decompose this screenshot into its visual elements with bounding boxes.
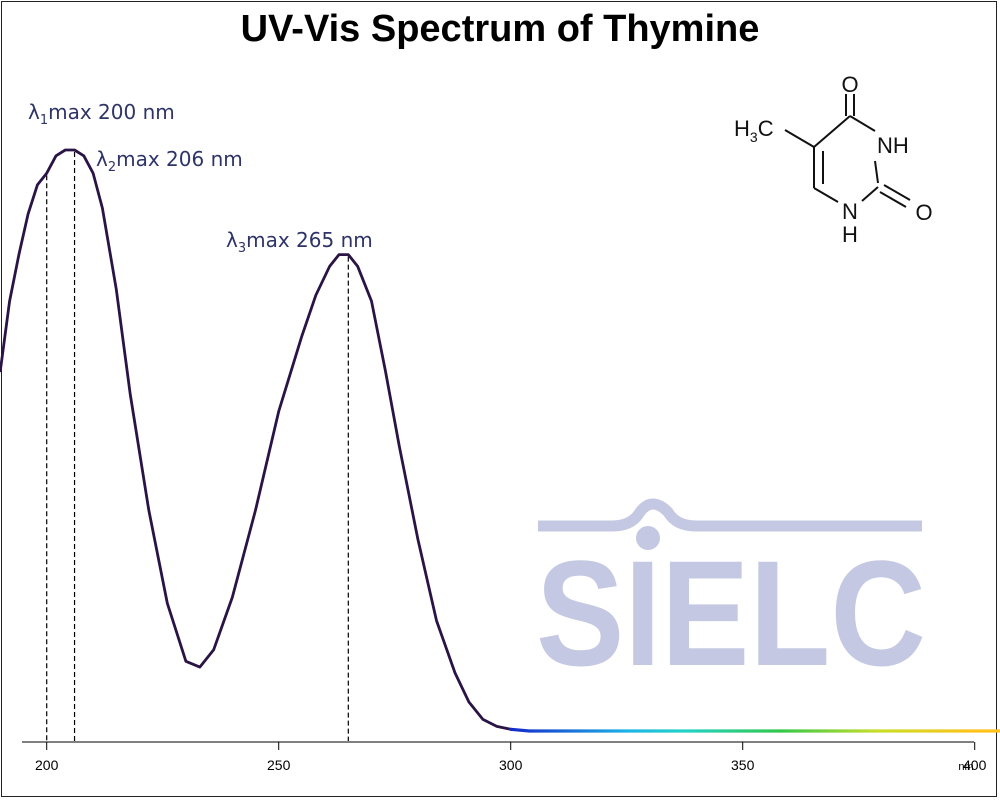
atom-n1: N bbox=[842, 199, 858, 224]
spectrum-curve bbox=[0, 148, 513, 731]
methyl-h: H bbox=[734, 116, 750, 141]
sielc-logo: SIELC bbox=[536, 498, 926, 697]
x-tick-label-250: 250 bbox=[267, 757, 291, 773]
bond-n3-c2 bbox=[874, 160, 879, 184]
peak-label-lambda: λ bbox=[226, 228, 238, 252]
peak-label-2: λ2max 206 nm bbox=[96, 147, 243, 175]
bond-c5-methyl bbox=[784, 129, 815, 148]
x-tick-label-200: 200 bbox=[35, 757, 59, 773]
logo-text: SIELC bbox=[536, 529, 926, 697]
logo-wave bbox=[538, 498, 922, 532]
peak-label-value: max 200 nm bbox=[48, 100, 175, 124]
thymine-atoms: H3C O NH O N H bbox=[734, 72, 933, 247]
bond-c2-o-double bbox=[879, 191, 907, 208]
bond-n1-c6 bbox=[813, 187, 839, 203]
peak-label-1: λ1max 200 nm bbox=[28, 100, 175, 128]
peak-label-lambda: λ bbox=[28, 100, 40, 124]
peak-label-lambda: λ bbox=[96, 147, 108, 171]
peak-label-subscript: 1 bbox=[40, 113, 48, 128]
bond-c2-n1 bbox=[861, 186, 879, 202]
peak-label-value: max 206 nm bbox=[116, 147, 243, 171]
bond-c4-n3 bbox=[849, 115, 876, 132]
thymine-structure bbox=[784, 94, 911, 208]
atom-methyl: H3C bbox=[734, 116, 774, 145]
methyl-subscript: 3 bbox=[750, 129, 758, 145]
x-axis: nm bbox=[22, 741, 974, 773]
x-ticks: 200250300350400450500550 bbox=[35, 742, 987, 773]
atom-o-top: O bbox=[841, 72, 858, 97]
x-tick-label-350: 350 bbox=[731, 757, 755, 773]
atom-o-right: O bbox=[915, 200, 932, 225]
bond-c2-o bbox=[883, 184, 911, 201]
peak-label-subscript: 3 bbox=[238, 241, 246, 256]
methyl-c: C bbox=[758, 116, 774, 141]
bond-c5-c4 bbox=[813, 115, 851, 148]
spectrum-baseline-gradient bbox=[509, 727, 1000, 733]
x-axis-unit: nm bbox=[958, 761, 973, 773]
peak-label-subscript: 2 bbox=[108, 160, 116, 175]
x-tick-label-400: 400 bbox=[963, 757, 987, 773]
chart-title: UV-Vis Spectrum of Thymine bbox=[240, 8, 760, 50]
peak-drop-lines bbox=[46, 152, 349, 741]
x-tick-label-300: 300 bbox=[499, 757, 523, 773]
peak-label-3: λ3max 265 nm bbox=[226, 228, 373, 256]
atom-h1: H bbox=[842, 222, 858, 247]
logo-dot bbox=[636, 526, 660, 550]
atom-nh: NH bbox=[877, 133, 909, 158]
peak-label-value: max 265 nm bbox=[246, 228, 373, 252]
